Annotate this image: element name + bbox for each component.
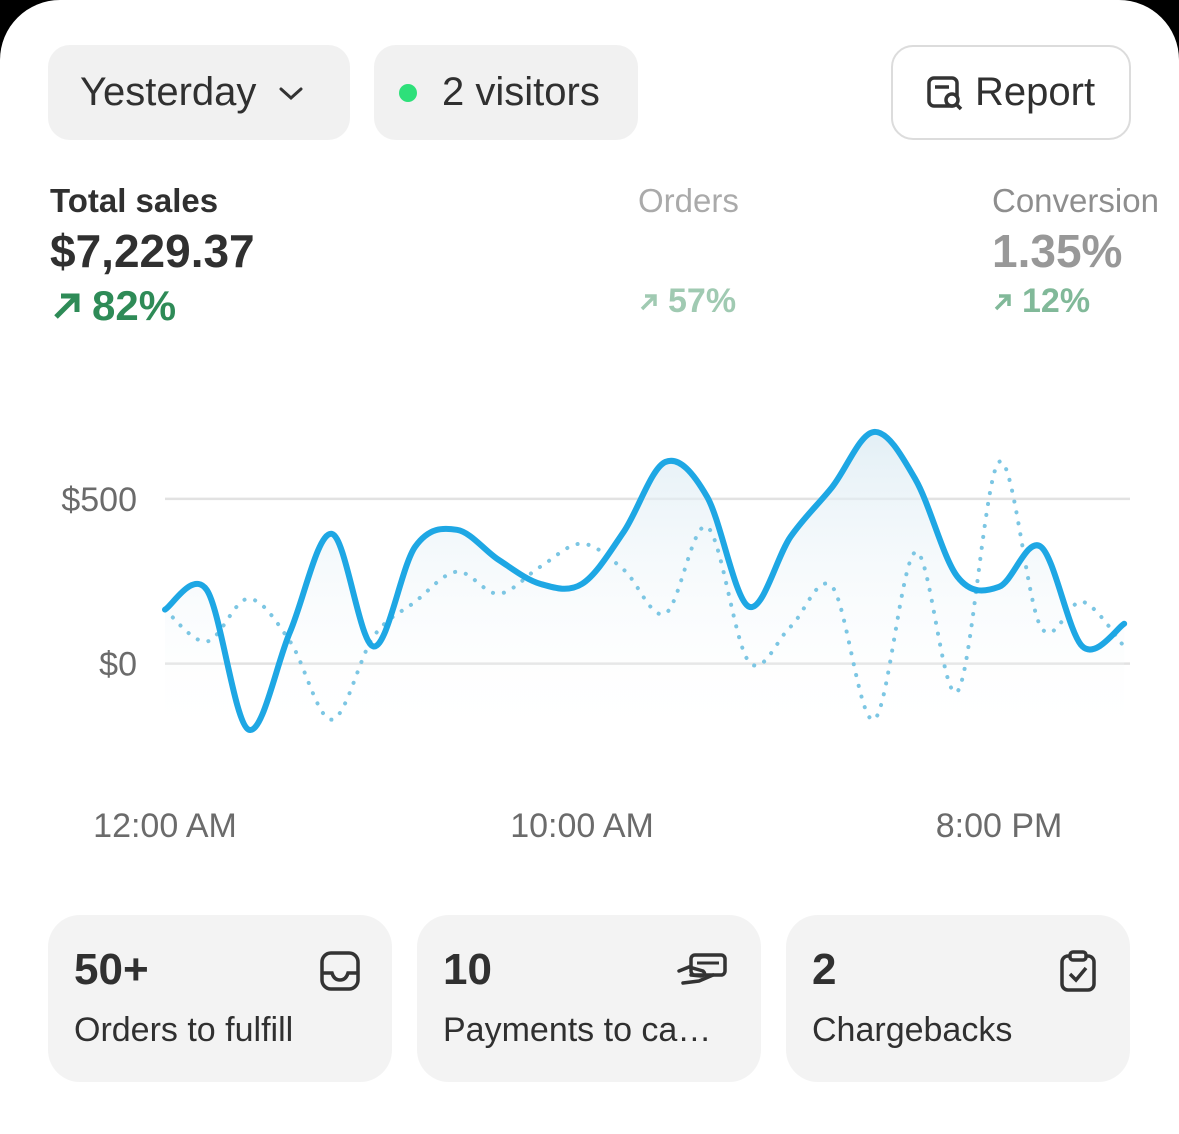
chevron-icon (279, 87, 303, 100)
card-value: 50+ (74, 945, 149, 994)
report-button[interactable]: Report (891, 45, 1131, 140)
card-label: Payments to ca… (443, 1011, 712, 1049)
metric-total-sales[interactable]: Total sales $7,229.37 82% (50, 182, 255, 330)
y-tick-label: $500 (61, 481, 137, 519)
metric-label: Orders (638, 182, 739, 219)
report-text: Report (975, 70, 1096, 114)
card-value: 10 (443, 945, 492, 994)
metric-change-text: 12% (1022, 282, 1091, 320)
metric-conversion[interactable]: Conversion 1.35% 12% (992, 182, 1159, 321)
period-button[interactable]: Yesterday (48, 45, 350, 140)
metric-value: $7,229.37 (50, 225, 255, 277)
card-label: Chargebacks (812, 1011, 1013, 1049)
card-payments[interactable]: 10 Payments to ca… (417, 915, 761, 1082)
metric-value: 1.35% (992, 225, 1123, 277)
sales-chart: $0 $500 12:00 AM 10:00 AM 8:00 PM (61, 428, 1130, 845)
series-area (165, 431, 1125, 746)
metric-change-text: 82% (92, 282, 177, 329)
report-icon (927, 75, 963, 110)
period-text: Yesterday (80, 70, 257, 114)
metric-label: Total sales (50, 182, 219, 219)
live-dot (399, 83, 417, 102)
clipboard-icon (1060, 950, 1096, 992)
x-tick-label: 8:00 PM (936, 807, 1063, 845)
payment-icon (677, 953, 727, 985)
inbox-icon (320, 951, 360, 991)
visitors-text: 2 visitors (442, 70, 600, 114)
card-value: 2 (812, 945, 837, 994)
metric-orders[interactable]: Orders 57% (638, 182, 739, 321)
card-chargebacks[interactable]: 2 Chargebacks (786, 915, 1130, 1082)
up-arrow (994, 293, 1011, 310)
card-orders[interactable]: 50+ Orders to fulfill (48, 915, 392, 1082)
x-tick-label: 10:00 AM (510, 807, 654, 845)
card-label: Orders to fulfill (74, 1011, 294, 1049)
x-tick-label: 12:00 AM (93, 807, 237, 845)
metric-label: Conversion (992, 182, 1159, 219)
metric-change-text: 57% (668, 282, 737, 320)
metric-change: 12% (992, 282, 1159, 321)
up-arrow (54, 293, 80, 319)
visitors-button[interactable]: 2 visitors (374, 45, 638, 140)
y-tick-label: $0 (99, 646, 137, 684)
up-arrow (640, 293, 657, 310)
metric-change: 57% (638, 282, 739, 321)
metric-change: 82% (50, 282, 255, 330)
series-line (162, 428, 1128, 733)
